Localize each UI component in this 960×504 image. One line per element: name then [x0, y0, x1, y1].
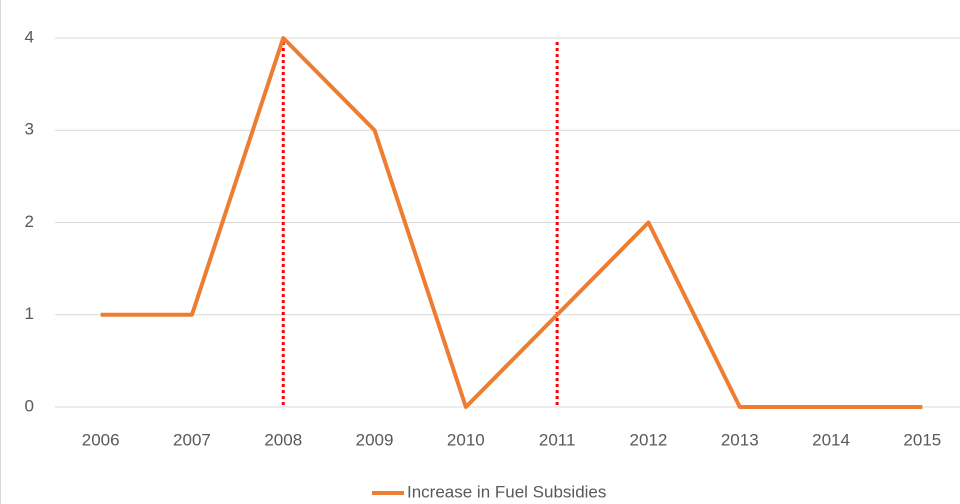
y-tick-label: 2: [25, 212, 34, 231]
x-tick-label: 2010: [447, 430, 485, 449]
y-tick-label: 4: [25, 27, 34, 46]
x-tick-label: 2006: [82, 430, 120, 449]
x-tick-label: 2015: [903, 430, 941, 449]
x-tick-label: 2012: [630, 430, 668, 449]
y-tick-label: 3: [25, 120, 34, 139]
data-line: [100, 36, 923, 409]
x-tick-label: 2013: [721, 430, 759, 449]
x-tick-label: 2014: [812, 430, 850, 449]
x-tick-label: 2007: [173, 430, 211, 449]
x-tick-label: 2009: [356, 430, 394, 449]
x-tick-label: 2008: [264, 430, 302, 449]
y-tick-label: 1: [25, 304, 34, 323]
legend-label: Increase in Fuel Subsidies: [407, 482, 606, 501]
x-tick-label: 2011: [539, 430, 576, 449]
y-tick-label: 0: [25, 396, 34, 415]
